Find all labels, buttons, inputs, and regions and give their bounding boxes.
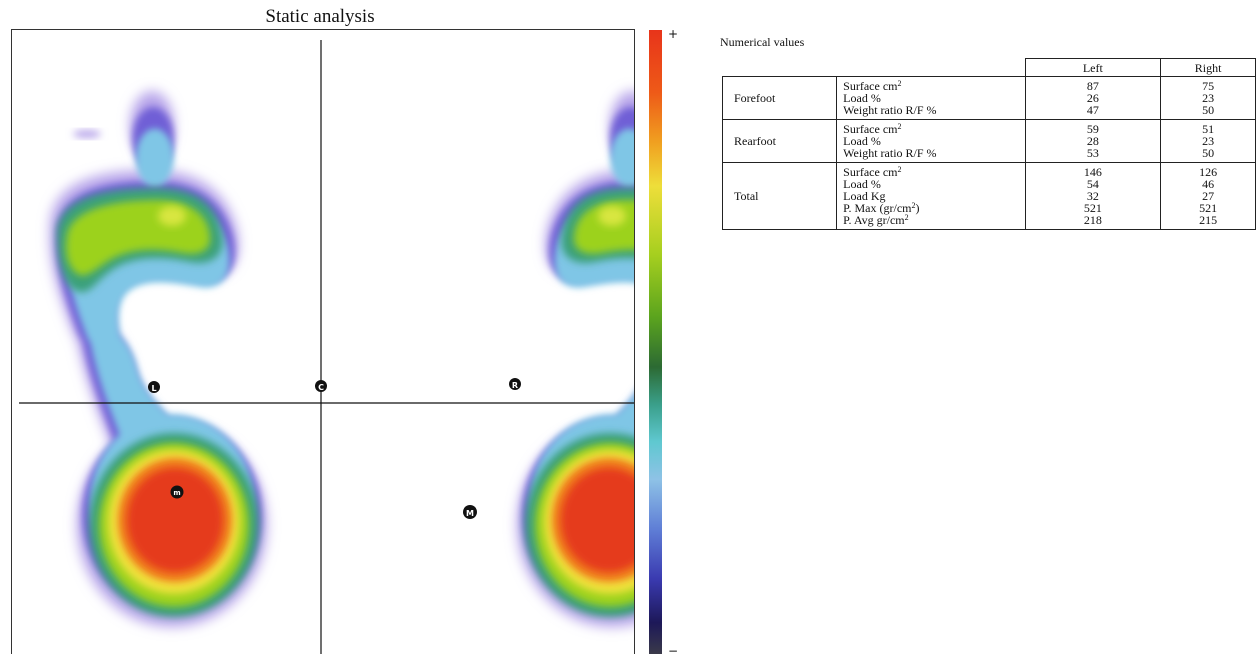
right-values: 75 23 50 (1160, 76, 1256, 120)
right-value: 50 (1202, 146, 1215, 160)
left-value: 53 (1086, 146, 1099, 160)
right-value: 51 (1202, 122, 1215, 136)
table-group-forefoot: Forefoot Surface cm2 Load % Weight ratio R/… (721, 76, 1256, 120)
left-foot-heatmap (49, 91, 268, 627)
left-value: 54 (1086, 177, 1099, 191)
marker-right-axis: R (509, 378, 521, 390)
numerical-values-table: Left Right Forefoot Surface cm2 Load % Weig… (721, 58, 1256, 230)
table-group-rearfoot: Rearfoot Surface cm2 Load % Weight ratio R/… (721, 119, 1256, 163)
table-group-total: Total Surface cm2 Load % Load Kg P. Max (gr/… (721, 162, 1256, 230)
metric-label: Weight ratio R/F % (843, 103, 937, 117)
metric-label: Surface cm2 (843, 122, 902, 136)
metric-label: P. Avg gr/cm2 (843, 213, 909, 227)
right-value: 50 (1202, 103, 1215, 117)
right-value: 46 (1202, 177, 1215, 191)
pressure-map-canvas: L C R m M (19, 40, 634, 654)
svg-text:M: M (466, 509, 474, 518)
column-header-right: Right (1160, 58, 1256, 77)
right-value: 126 (1199, 165, 1218, 179)
right-value: 23 (1202, 134, 1215, 148)
left-value: 87 (1086, 79, 1099, 93)
column-header-left: Left (1024, 58, 1162, 77)
table-header-row: Left Right (723, 58, 1256, 77)
right-value: 27 (1202, 189, 1215, 203)
marker-left-axis: L (148, 381, 160, 393)
left-value: 47 (1086, 103, 1099, 117)
left-value: 218 (1083, 213, 1102, 227)
metric-label: Surface cm2 (843, 79, 902, 93)
left-value: 32 (1086, 189, 1099, 203)
left-values: 146 54 32 521 218 (1024, 162, 1162, 230)
svg-text:C: C (318, 383, 324, 392)
left-values: 87 26 47 (1024, 76, 1162, 120)
colorbar-max-label: + (668, 27, 679, 41)
plot-title: Static analysis (265, 6, 375, 27)
numerical-values-heading: Numerical values (720, 35, 805, 49)
colorbar-min-label: − (668, 644, 679, 658)
metric-label: Load Kg (843, 189, 886, 203)
metric-label: Load % (843, 91, 881, 105)
marker-center: C (315, 380, 327, 392)
metric-label: Weight ratio R/F % (843, 146, 937, 160)
marker-right-peak: M (463, 505, 477, 519)
right-values: 126 46 27 521 215 (1160, 162, 1256, 230)
group-label: Rearfoot (721, 119, 838, 163)
right-value: 23 (1202, 91, 1215, 105)
metric-label: Load % (843, 177, 881, 191)
pressure-map: L C R m M (11, 29, 635, 654)
metric-list: Surface cm2 Load % Load Kg P. Max (gr/cm2) P… (836, 162, 1026, 230)
right-value: 75 (1202, 79, 1215, 93)
metric-label: Load % (843, 134, 881, 148)
group-label: Forefoot (721, 76, 838, 120)
svg-text:R: R (512, 381, 518, 390)
metric-label: Surface cm2 (843, 165, 902, 179)
metric-list: Surface cm2 Load % Weight ratio R/F % (836, 119, 1026, 163)
left-value: 26 (1086, 91, 1099, 105)
right-value: 521 (1199, 201, 1218, 215)
left-value: 146 (1083, 165, 1102, 179)
right-foot-heatmap (517, 91, 634, 627)
metric-label: P. Max (gr/cm2) (843, 201, 920, 215)
svg-text:m: m (173, 489, 180, 497)
svg-text:L: L (151, 384, 156, 393)
marker-left-peak: m (170, 485, 184, 499)
pressure-colorbar (649, 30, 662, 654)
left-value: 28 (1086, 134, 1099, 148)
group-label: Total (721, 162, 838, 230)
left-value: 521 (1083, 201, 1102, 215)
left-value: 59 (1086, 122, 1099, 136)
left-values: 59 28 53 (1024, 119, 1162, 163)
right-value: 215 (1199, 213, 1218, 227)
metric-list: Surface cm2 Load % Weight ratio R/F % (836, 76, 1026, 120)
right-values: 51 23 50 (1160, 119, 1256, 163)
